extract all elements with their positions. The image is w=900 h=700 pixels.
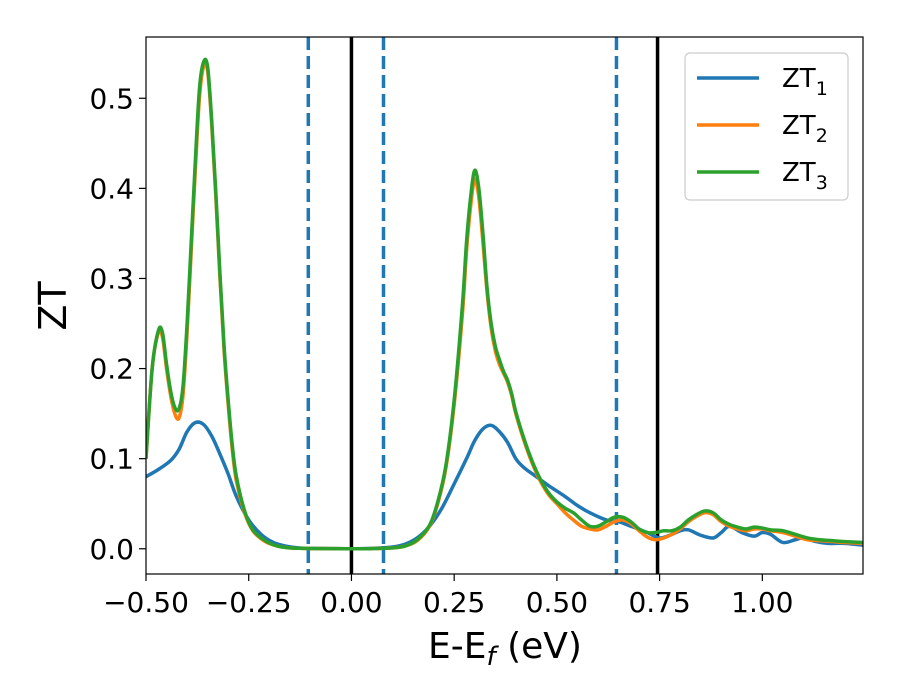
y-axis-title: ZT [31,281,75,331]
x-axis-title-main: E-E [428,626,486,667]
series-line-zt3 [146,57,863,551]
x-axis-title-rest: (eV) [496,626,582,667]
x-tick-label: 1.00 [731,586,793,619]
x-axis-title: E-Ef (eV) [428,626,582,672]
y-tick-label: 0.4 [89,172,134,205]
legend-label: ZT2 [782,111,828,147]
reference-lines [306,37,660,574]
x-tick-label: 0.00 [320,586,382,619]
legend-label-subscript: 1 [816,78,828,100]
legend-label-main: ZT [782,64,816,94]
legend-label: ZT1 [782,64,828,100]
x-tick-label: 0.75 [628,586,690,619]
legend-label-main: ZT [782,158,816,188]
legend-label: ZT3 [782,158,828,194]
legend-label-subscript: 3 [816,172,828,194]
y-axis-ticks: 0.0 0.1 0.2 0.3 0.4 0.5 [89,82,146,566]
series-line-zt1 [146,420,863,551]
legend-label-subscript: 2 [816,125,828,147]
y-tick-label: 0.1 [89,443,134,476]
legend-label-main: ZT [782,111,816,141]
y-tick-label: 0.2 [89,353,134,386]
x-tick-label: 0.25 [423,586,485,619]
legend-box [684,52,849,201]
x-tick-label: 0.50 [526,586,588,619]
x-axis-ticks: −0.50 −0.25 0.00 0.25 0.50 0.75 1.00 [103,574,794,619]
y-tick-label: 0.0 [89,533,134,566]
x-tick-label: −0.50 [103,586,189,619]
series-layer [146,57,863,551]
y-tick-label: 0.3 [89,262,134,295]
plot-frame [145,36,864,575]
x-tick-label: −0.25 [206,586,292,619]
y-tick-label: 0.5 [89,82,134,115]
